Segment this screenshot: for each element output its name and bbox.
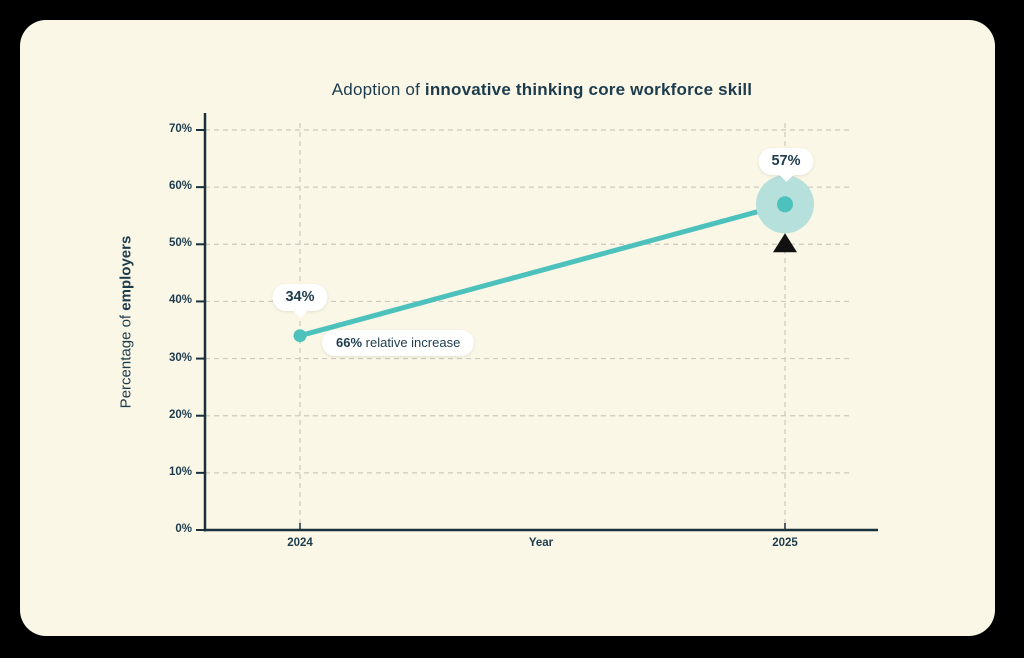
y-tick-label: 0% — [175, 523, 192, 535]
pointer-triangle-marker — [773, 233, 797, 253]
y-tick-label: 20% — [168, 408, 192, 421]
y-tick-label: 60% — [168, 180, 192, 193]
chart-title: Adoption of innovative thinking core wor… — [332, 80, 752, 100]
relative-increase-value: 66% — [336, 334, 363, 350]
data-label-2024: 34% — [272, 283, 328, 311]
data-label-2024-value: 34% — [285, 288, 315, 305]
data-label-2025-value: 57% — [771, 153, 801, 170]
y-tick-label: 50% — [168, 237, 192, 250]
y-tick-label: 40% — [168, 294, 192, 307]
x-tick-label: 2024 — [287, 537, 313, 549]
data-point-2025 — [777, 196, 793, 213]
relative-increase-label: 66% relative increase — [322, 329, 475, 356]
plot-area — [196, 113, 878, 532]
y-tick-label: 10% — [168, 465, 192, 478]
y-tick-label: 70% — [168, 123, 192, 135]
data-point-2024 — [293, 329, 307, 343]
chart-title-emphasis: innovative thinking core workforce skill — [424, 80, 753, 99]
y-tick-label: 30% — [168, 351, 192, 364]
x-tick-label: 2025 — [772, 537, 798, 549]
trend-line — [297, 201, 788, 339]
relative-increase-text: relative increase — [362, 334, 461, 350]
data-label-2025: 57% — [758, 148, 814, 176]
x-axis-title: Year — [528, 537, 554, 549]
chart-title-prefix: Adoption of — [331, 80, 425, 99]
chart-card: Adoption of innovative thinking core wor… — [20, 20, 995, 636]
